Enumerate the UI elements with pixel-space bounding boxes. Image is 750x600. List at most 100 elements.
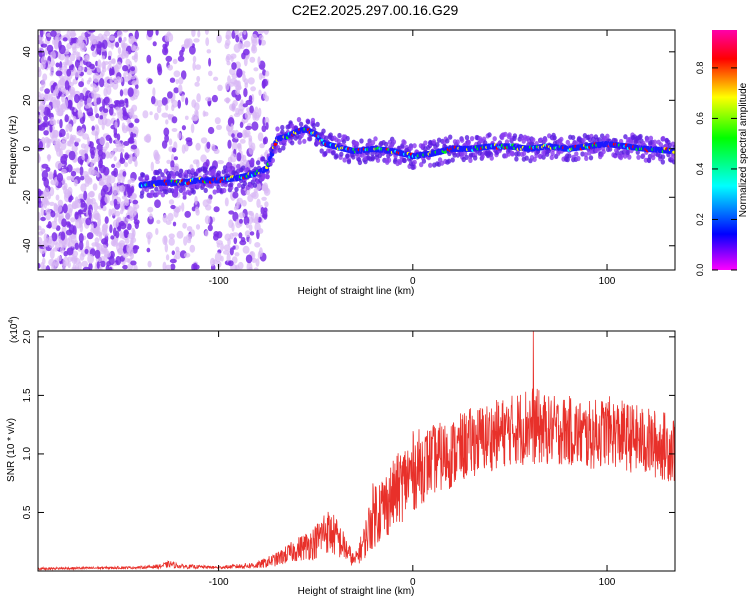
spectrogram-noise (154, 151, 160, 162)
snr-series-line (38, 331, 675, 571)
spectrogram-noise (115, 255, 122, 266)
spectrogram-noise (161, 97, 168, 106)
spectrogram-noise (108, 55, 112, 61)
spectrogram-noise (230, 123, 234, 131)
spectrogram-noise (108, 60, 112, 66)
x-tick-label: -100 (209, 276, 229, 287)
spectrogram-noise (175, 246, 180, 253)
spectrogram-halo (249, 160, 255, 166)
spectrogram-noise (43, 115, 49, 122)
spectrogram-noise (171, 128, 178, 132)
spectrogram-noise (231, 62, 237, 70)
spectrogram-noise (162, 214, 168, 223)
spectrogram-noise (74, 242, 80, 250)
spectrogram-noise (38, 141, 44, 150)
spectrogram-noise (108, 104, 115, 109)
spectrogram-noise (69, 32, 77, 37)
spectrogram-noise (79, 60, 84, 67)
spectrogram-noise (84, 248, 89, 254)
spectrogram-noise (39, 30, 44, 38)
spectrogram-noise (60, 155, 68, 165)
spectrogram-noise (75, 51, 79, 60)
spectrogram-halo (450, 157, 455, 163)
spectrogram-noise (156, 99, 164, 107)
spectrogram-halo (255, 160, 261, 166)
spectrogram-noise (94, 156, 100, 163)
spectrogram-noise (165, 264, 172, 270)
spectrogram-noise (120, 40, 126, 49)
spectrogram-noise (108, 35, 116, 41)
spectrogram-halo (567, 153, 572, 159)
spectrogram-noise (239, 239, 247, 246)
spectrogram-halo (306, 119, 311, 125)
spectrogram-noise (170, 166, 175, 171)
spectrogram-noise (101, 66, 107, 73)
spectrogram-noise (147, 78, 153, 85)
spectrogram-noise (40, 207, 45, 217)
spectrogram-noise (54, 85, 60, 95)
spectrogram-noise (227, 139, 232, 149)
spectrogram-noise (248, 267, 253, 270)
spectrogram-noise (45, 265, 51, 270)
spectrogram-noise (146, 54, 152, 64)
spectrogram-noise (177, 99, 181, 109)
spectrogram-noise (94, 213, 100, 221)
spectrogram-noise (46, 143, 50, 149)
spectrogram-noise (67, 241, 72, 248)
spectrogram-noise (64, 114, 69, 123)
spectrogram-noise (146, 30, 154, 38)
spectrogram-halo (270, 157, 275, 163)
spectrogram-halo (410, 164, 415, 170)
spectrogram-halo (345, 135, 350, 142)
spectrogram-noise (177, 132, 182, 140)
spectrogram-noise (104, 251, 112, 258)
spectrogram-noise (49, 65, 54, 72)
spectrogram-noise (52, 99, 57, 109)
spectrogram-noise (116, 76, 121, 82)
spectrogram-noise (55, 160, 63, 170)
spectrogram-noise (231, 142, 238, 152)
spectrogram-noise (261, 125, 267, 133)
spectrogram-noise (66, 203, 74, 214)
spectrogram-noise (167, 91, 173, 99)
spectrogram-noise (123, 245, 127, 254)
spectrogram-noise (56, 172, 64, 183)
spectrogram-noise (76, 198, 81, 203)
spectrogram-noise (226, 125, 230, 131)
spectrogram-halo (435, 142, 440, 148)
spectrogram-noise (110, 208, 117, 216)
spectrogram-halo (468, 157, 473, 163)
spectrogram-noise (61, 93, 65, 103)
spectrogram-noise (38, 236, 43, 246)
spectrogram-noise (258, 228, 264, 234)
spectrogram-noise (49, 71, 54, 77)
spectrogram-noise (232, 100, 238, 107)
spectrogram-noise (110, 43, 114, 50)
spectrogram-noise (66, 164, 73, 173)
spectrogram-noise (122, 171, 127, 177)
spectrogram-noise (122, 65, 129, 72)
spectrogram-noise (156, 219, 161, 224)
spectrogram-noise (243, 48, 250, 56)
spectrogram-noise (48, 174, 53, 180)
spectrogram-noise (236, 132, 243, 139)
spectrogram-noise (171, 116, 178, 124)
spectrogram-halo (462, 150, 468, 156)
spectrogram-noise (63, 182, 68, 190)
spectrogram-halo (623, 134, 628, 140)
spectrogram-noise (65, 60, 73, 66)
spectrogram-noise (236, 198, 240, 209)
spectrogram-noise (96, 261, 100, 269)
spectrogram-noise (87, 111, 94, 116)
spectrogram-noise (196, 93, 201, 103)
spectrogram-halo (408, 145, 414, 151)
spectrogram-halo (152, 175, 157, 181)
spectrogram-noise (211, 94, 218, 103)
spectrogram-noise (150, 161, 154, 172)
spectrogram-noise (223, 244, 231, 251)
spectrogram-noise (259, 143, 265, 149)
spectrogram-noise (65, 221, 71, 227)
spectrogram-noise (90, 161, 94, 169)
spectrogram-noise (90, 150, 95, 159)
spectrogram-noise (197, 30, 201, 38)
